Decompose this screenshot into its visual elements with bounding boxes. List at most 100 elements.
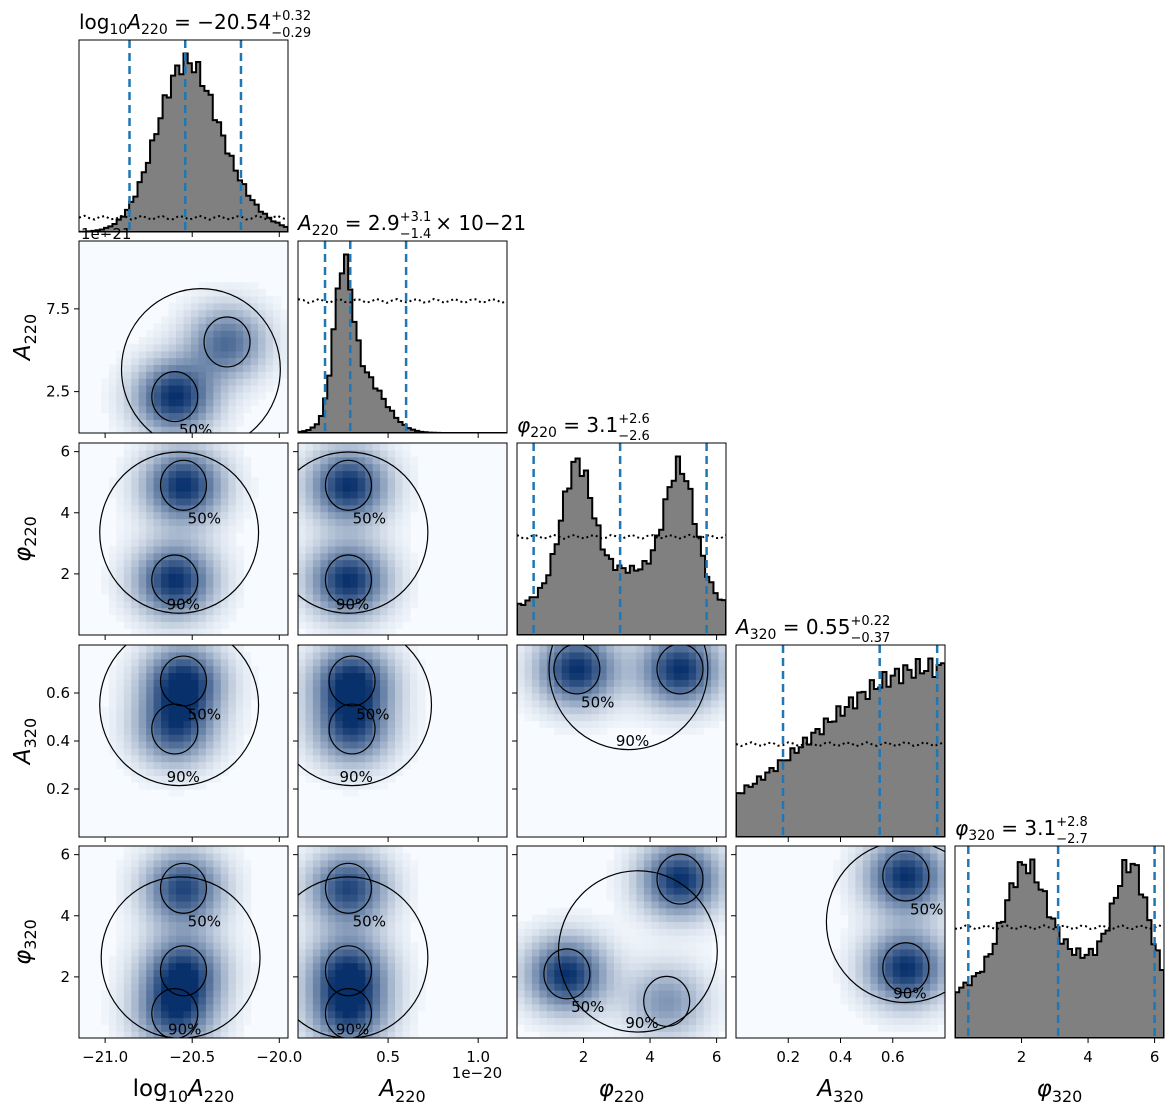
density-cell	[718, 686, 726, 694]
density-cell	[305, 935, 314, 943]
density-cell	[703, 962, 712, 971]
density-cell	[410, 866, 419, 875]
density-cell	[138, 463, 147, 472]
density-cell	[892, 996, 901, 1005]
density-cell	[243, 942, 252, 950]
density-cell	[372, 580, 381, 588]
density-cell	[395, 942, 404, 950]
density-cell	[138, 983, 147, 991]
density-cell	[524, 1010, 533, 1019]
density-cell	[116, 614, 125, 622]
density-cell	[380, 741, 389, 749]
density-cell	[395, 706, 404, 715]
density-cell	[342, 672, 351, 680]
density-cell	[937, 894, 945, 902]
density-cell	[591, 651, 600, 660]
density-cell	[138, 350, 147, 359]
density-cell	[258, 323, 267, 331]
density-cell	[116, 398, 125, 407]
density-cell	[205, 511, 214, 520]
density-cell	[153, 679, 162, 687]
density-cell	[228, 545, 237, 554]
density-cell	[539, 935, 548, 943]
density-cell	[357, 880, 366, 888]
title-symbol-subscript: 320	[750, 627, 777, 643]
density-cell	[220, 914, 229, 923]
density-cell	[666, 706, 675, 715]
density-cell	[900, 942, 909, 950]
density-cell	[305, 1031, 314, 1038]
density-cell	[380, 443, 389, 451]
density-cell	[930, 1003, 939, 1012]
density-cell	[524, 935, 533, 943]
density-cell	[228, 741, 237, 749]
density-cell	[235, 706, 244, 715]
density-cell	[569, 942, 578, 950]
density-cell	[584, 969, 593, 977]
density-cell	[123, 497, 132, 506]
density-cell	[312, 504, 321, 513]
density-cell	[350, 672, 359, 680]
density-cell	[305, 873, 314, 881]
density-cell	[161, 921, 170, 929]
density-cell	[365, 907, 374, 916]
density-cell	[937, 900, 945, 909]
density-cell	[915, 955, 924, 964]
density-cell	[123, 761, 132, 770]
density-cell	[357, 621, 366, 629]
density-cell	[161, 880, 170, 888]
density-cell	[146, 754, 155, 763]
density-cell	[892, 846, 901, 854]
density-cell	[402, 928, 411, 936]
density-cell	[629, 894, 638, 902]
density-cell	[696, 1024, 705, 1032]
density-cell	[621, 990, 630, 998]
density-cell	[131, 405, 140, 414]
density-cell	[131, 449, 140, 458]
density-cell	[402, 679, 411, 687]
density-cell	[176, 1024, 185, 1032]
density-cell	[176, 343, 185, 352]
title-A320: A320 = 0.55+0.22	[734, 614, 890, 643]
density-cell	[517, 990, 526, 998]
density-cell	[576, 665, 585, 674]
density-cell	[666, 1003, 675, 1012]
density-cell	[176, 747, 185, 756]
density-cell	[658, 921, 667, 929]
density-cell	[636, 900, 645, 909]
density-cell	[168, 996, 177, 1005]
density-cell	[101, 391, 110, 400]
density-cell	[862, 873, 871, 881]
density-cell	[305, 477, 314, 485]
density-cell	[138, 580, 147, 588]
density-cell	[327, 443, 336, 451]
density-cell	[591, 658, 600, 667]
density-cell	[673, 935, 682, 943]
density-cell	[342, 734, 351, 742]
density-cell	[191, 983, 200, 991]
density-cell	[176, 580, 185, 588]
density-cell	[153, 914, 162, 923]
density-cell	[703, 935, 712, 943]
density-cell	[191, 955, 200, 964]
density-cell	[711, 887, 720, 895]
density-cell	[176, 914, 185, 923]
density-cell	[335, 658, 344, 667]
density-cell	[298, 545, 307, 554]
density-cell	[116, 1024, 125, 1032]
density-cell	[161, 587, 170, 595]
density-cell	[138, 942, 147, 950]
density-cell	[123, 990, 132, 998]
density-cell	[666, 928, 675, 936]
density-cell	[220, 309, 229, 318]
density-cell	[907, 894, 916, 902]
axis-label-symbol: φ	[10, 547, 36, 562]
density-cell	[696, 1003, 705, 1012]
density-cell	[606, 948, 615, 957]
density-cell	[168, 398, 177, 407]
density-cell	[235, 693, 244, 701]
density-cell	[372, 914, 381, 923]
density-cell	[235, 337, 244, 345]
density-cell	[402, 484, 411, 492]
density-cell	[569, 1031, 578, 1038]
